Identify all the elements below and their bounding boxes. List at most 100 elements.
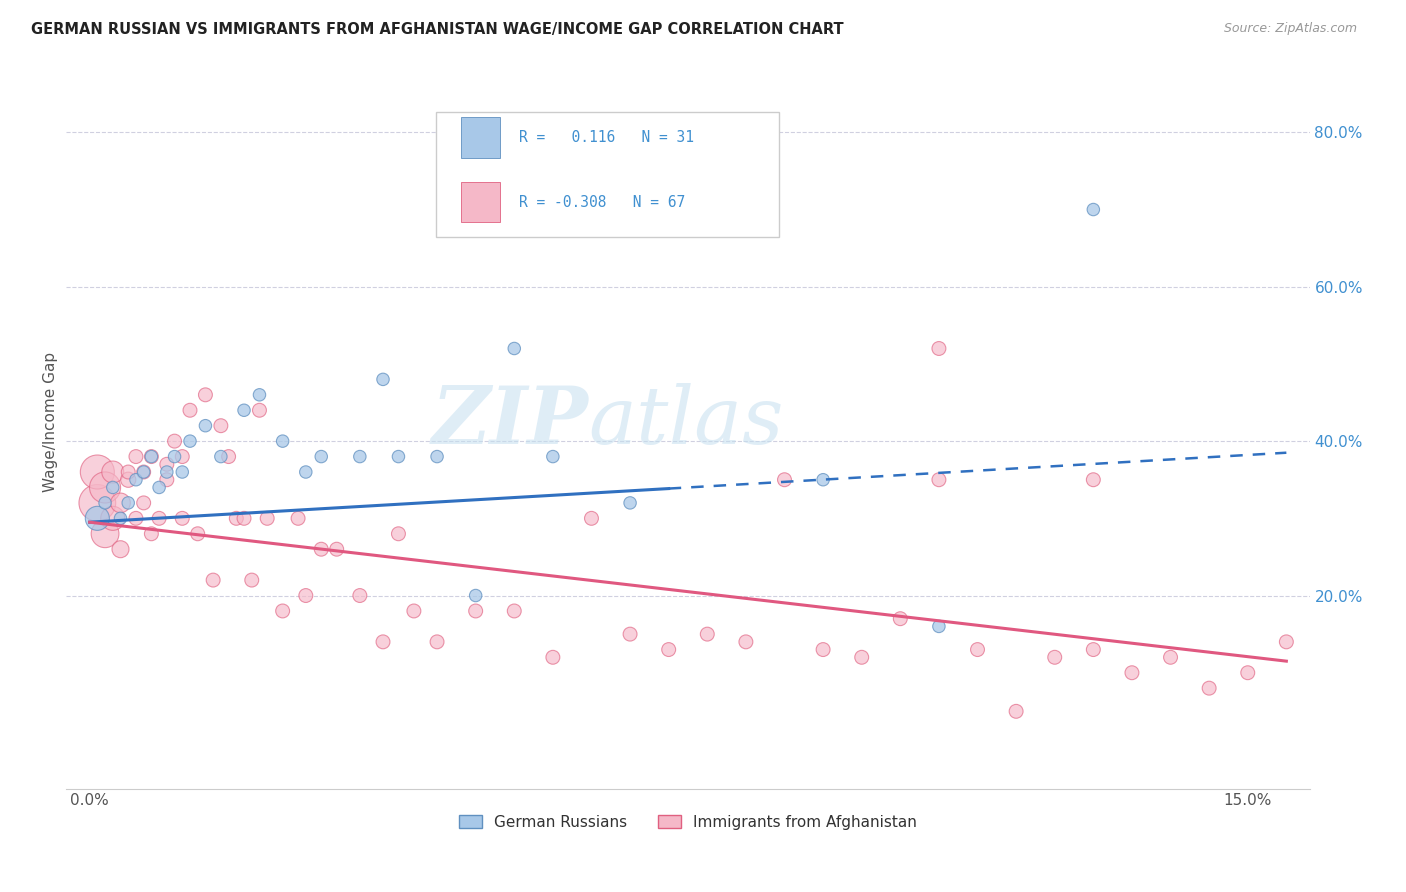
Point xyxy=(249,403,271,417)
Point xyxy=(1275,635,1298,649)
Point xyxy=(1083,473,1105,487)
Point xyxy=(464,604,486,618)
Point xyxy=(110,511,132,525)
Point xyxy=(889,612,911,626)
Text: GERMAN RUSSIAN VS IMMIGRANTS FROM AFGHANISTAN WAGE/INCOME GAP CORRELATION CHART: GERMAN RUSSIAN VS IMMIGRANTS FROM AFGHAN… xyxy=(31,22,844,37)
Point xyxy=(187,526,209,541)
Point xyxy=(619,627,641,641)
Point xyxy=(94,480,117,494)
Point xyxy=(696,627,718,641)
Point xyxy=(271,604,294,618)
Point xyxy=(141,526,163,541)
Point xyxy=(125,511,148,525)
Point xyxy=(1043,650,1066,665)
Point xyxy=(101,480,124,494)
Point xyxy=(86,465,108,479)
Point xyxy=(125,450,148,464)
Point xyxy=(387,526,409,541)
Point xyxy=(309,542,332,557)
Point xyxy=(172,465,194,479)
Point xyxy=(163,434,186,449)
Point xyxy=(294,465,316,479)
Point xyxy=(349,450,371,464)
Point xyxy=(209,450,232,464)
Point xyxy=(94,496,117,510)
Point xyxy=(1236,665,1258,680)
Point xyxy=(294,589,316,603)
Point xyxy=(811,473,834,487)
Point xyxy=(1160,650,1182,665)
Point xyxy=(148,511,170,525)
Point xyxy=(117,496,139,510)
Point xyxy=(209,418,232,433)
Point xyxy=(132,465,155,479)
Point xyxy=(658,642,681,657)
Point xyxy=(426,450,449,464)
Point xyxy=(851,650,873,665)
Point xyxy=(541,650,564,665)
Point xyxy=(966,642,988,657)
Point xyxy=(928,473,950,487)
Point xyxy=(132,496,155,510)
Point xyxy=(256,511,278,525)
Point xyxy=(1198,681,1220,695)
Point xyxy=(117,473,139,487)
Point xyxy=(325,542,347,557)
Legend: German Russians, Immigrants from Afghanistan: German Russians, Immigrants from Afghani… xyxy=(453,809,922,836)
Point xyxy=(426,635,449,649)
Point xyxy=(1005,704,1028,718)
Point xyxy=(172,450,194,464)
Point xyxy=(249,388,271,402)
Point xyxy=(811,642,834,657)
Point xyxy=(218,450,240,464)
Point xyxy=(503,342,526,356)
Point xyxy=(86,496,108,510)
Bar xyxy=(461,182,501,222)
Point xyxy=(1083,642,1105,657)
Text: Source: ZipAtlas.com: Source: ZipAtlas.com xyxy=(1223,22,1357,36)
Point xyxy=(233,403,256,417)
Point xyxy=(110,542,132,557)
Point xyxy=(132,465,155,479)
Point xyxy=(156,458,179,472)
Point xyxy=(387,450,409,464)
Point xyxy=(371,635,394,649)
Point xyxy=(202,573,225,587)
Bar xyxy=(461,118,501,158)
Point xyxy=(349,589,371,603)
Text: ZIP: ZIP xyxy=(432,383,589,460)
Point xyxy=(156,465,179,479)
Point xyxy=(101,511,124,525)
Point xyxy=(172,511,194,525)
Point xyxy=(225,511,247,525)
Point xyxy=(735,635,758,649)
Point xyxy=(1083,202,1105,217)
Point xyxy=(94,526,117,541)
Point xyxy=(163,450,186,464)
Point xyxy=(86,511,108,525)
Point xyxy=(194,418,217,433)
Point xyxy=(179,434,201,449)
Point xyxy=(101,465,124,479)
Point xyxy=(156,473,179,487)
Point xyxy=(233,511,256,525)
Point xyxy=(141,450,163,464)
Point xyxy=(125,473,148,487)
Point xyxy=(619,496,641,510)
Point xyxy=(402,604,425,618)
Point xyxy=(541,450,564,464)
Point xyxy=(773,473,796,487)
FancyBboxPatch shape xyxy=(436,112,779,237)
Point xyxy=(581,511,603,525)
Point xyxy=(1121,665,1143,680)
Point xyxy=(309,450,332,464)
Point xyxy=(271,434,294,449)
Point xyxy=(148,480,170,494)
Point xyxy=(117,465,139,479)
Text: R = -0.308   N = 67: R = -0.308 N = 67 xyxy=(519,194,685,210)
Point xyxy=(194,388,217,402)
Point xyxy=(464,589,486,603)
Point xyxy=(928,342,950,356)
Y-axis label: Wage/Income Gap: Wage/Income Gap xyxy=(44,351,58,491)
Point xyxy=(240,573,263,587)
